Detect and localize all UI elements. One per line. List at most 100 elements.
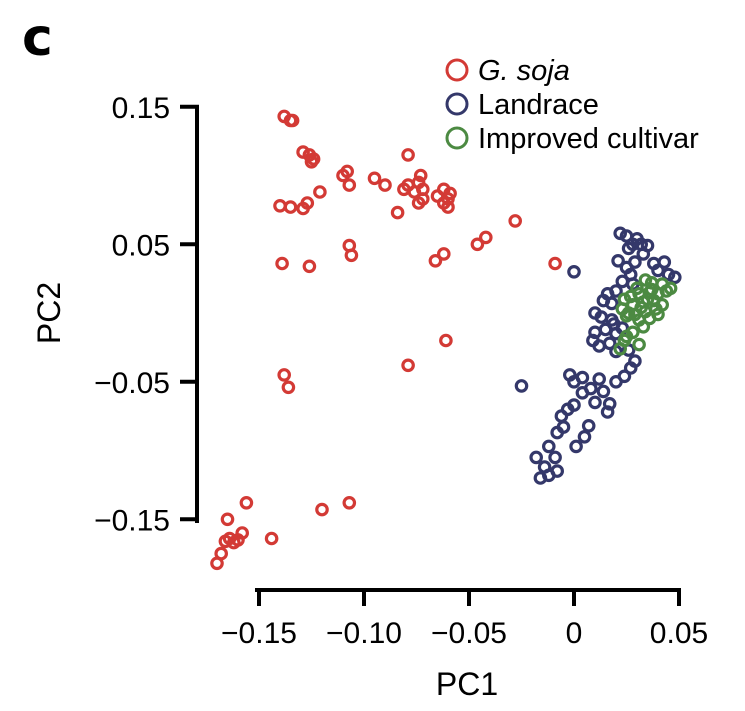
point-improved-cultivar xyxy=(636,319,651,334)
point-landrace xyxy=(667,270,682,285)
point-landrace xyxy=(602,396,617,411)
point-improved-cultivar xyxy=(632,337,646,352)
point-landrace xyxy=(575,385,590,400)
x-tick-label: −0.10 xyxy=(326,617,402,650)
point-g-soja xyxy=(218,534,233,549)
point-landrace xyxy=(596,384,611,399)
point-g-soja xyxy=(390,205,405,220)
point-improved-cultivar xyxy=(613,341,627,356)
point-g-soja xyxy=(300,196,315,210)
point-g-soja xyxy=(340,164,354,179)
y-tick-label: −0.15 xyxy=(94,504,170,537)
point-g-soja xyxy=(342,495,357,510)
point-g-soja xyxy=(304,155,319,169)
point-g-soja xyxy=(548,256,562,271)
point-landrace xyxy=(514,379,529,393)
legend-marker xyxy=(445,126,469,150)
x-tick-label: 0 xyxy=(566,617,583,650)
point-g-soja xyxy=(342,178,357,192)
point-landrace xyxy=(592,339,606,353)
point-landrace xyxy=(588,325,602,340)
y-axis-ticks: 0.15 0.05 −0.05 −0.15 xyxy=(94,92,199,537)
point-landrace xyxy=(569,439,583,454)
point-landrace xyxy=(602,336,617,351)
point-g-soja xyxy=(428,253,443,268)
point-g-soja xyxy=(239,495,254,510)
y-tick-label: −0.05 xyxy=(94,367,170,400)
point-g-soja xyxy=(273,199,287,213)
x-tick-label: −0.15 xyxy=(221,617,297,650)
point-landrace xyxy=(600,405,615,419)
point-landrace xyxy=(657,255,672,269)
point-g-soja xyxy=(302,259,317,274)
point-landrace xyxy=(598,322,613,337)
legend-label: Improved cultivar xyxy=(478,123,699,155)
point-g-soja xyxy=(283,200,298,214)
y-axis-title: PC2 xyxy=(31,282,67,344)
point-g-soja xyxy=(401,148,415,162)
point-landrace xyxy=(588,395,602,410)
point-g-soja xyxy=(277,368,291,382)
legend-label: Landrace xyxy=(478,89,599,121)
point-landrace xyxy=(550,464,564,478)
point-landrace xyxy=(548,450,562,465)
point-landrace xyxy=(625,237,640,252)
x-axis-title: PC1 xyxy=(436,666,498,702)
point-g-soja xyxy=(227,535,241,550)
point-landrace xyxy=(636,247,651,261)
point-landrace xyxy=(529,450,543,465)
point-g-soja xyxy=(210,556,224,571)
point-g-soja xyxy=(264,531,279,546)
y-tick-label: 0.15 xyxy=(112,92,170,125)
point-g-soja xyxy=(439,333,453,348)
series-landrace xyxy=(514,226,682,485)
point-improved-cultivar xyxy=(621,306,636,320)
point-landrace xyxy=(577,429,592,444)
point-g-soja xyxy=(508,214,522,228)
point-improved-cultivar xyxy=(619,329,634,344)
point-g-soja xyxy=(315,502,329,517)
x-axis-ticks: −0.15 −0.10 −0.05 0 0.05 xyxy=(221,588,708,650)
point-g-soja xyxy=(401,358,415,373)
point-landrace xyxy=(651,263,665,278)
point-improved-cultivar xyxy=(651,307,665,322)
point-g-soja xyxy=(275,256,289,271)
point-g-soja xyxy=(441,200,455,214)
point-g-soja xyxy=(281,380,296,395)
y-tick-label: 0.05 xyxy=(112,229,170,262)
legend-label: G. soja xyxy=(478,55,570,87)
point-g-soja xyxy=(478,230,493,245)
point-landrace xyxy=(609,374,623,389)
point-landrace xyxy=(575,370,590,385)
point-g-soja xyxy=(378,178,392,192)
series-g-soja xyxy=(210,109,562,571)
point-landrace xyxy=(567,264,581,279)
point-landrace xyxy=(623,361,638,375)
point-g-soja xyxy=(220,512,235,527)
point-landrace xyxy=(592,372,606,386)
point-g-soja xyxy=(285,113,300,128)
panel-label: c xyxy=(22,8,53,68)
point-landrace xyxy=(562,368,577,382)
point-g-soja xyxy=(407,185,422,199)
point-g-soja xyxy=(470,237,485,252)
point-landrace xyxy=(581,418,596,433)
data-points xyxy=(210,109,682,571)
point-landrace xyxy=(550,425,564,440)
point-landrace xyxy=(604,296,619,311)
point-landrace xyxy=(611,253,625,268)
point-g-soja xyxy=(367,171,382,186)
point-improved-cultivar xyxy=(630,281,644,296)
point-improved-cultivar xyxy=(634,300,648,315)
series-improved-cultivar xyxy=(613,273,678,356)
point-g-soja xyxy=(415,192,430,206)
point-landrace xyxy=(594,310,609,324)
legend-marker xyxy=(445,92,469,116)
point-g-soja xyxy=(413,168,428,183)
point-g-soja xyxy=(436,247,451,261)
point-g-soja xyxy=(344,248,359,263)
x-tick-label: 0.05 xyxy=(650,617,708,650)
x-tick-label: −0.05 xyxy=(431,617,507,650)
